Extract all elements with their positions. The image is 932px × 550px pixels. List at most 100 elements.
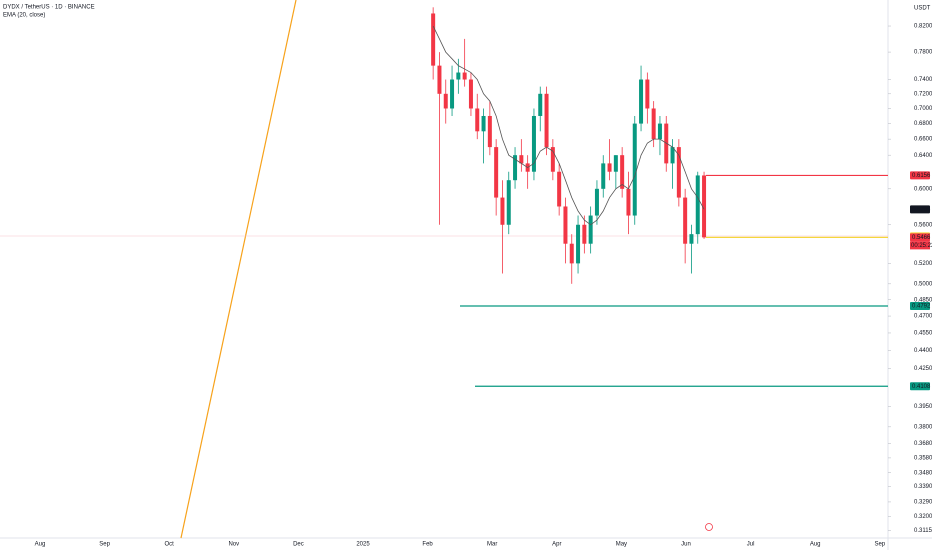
- candle-body: [513, 155, 518, 181]
- candle-body: [519, 155, 524, 164]
- price-label-bg: [910, 301, 930, 310]
- candle-body: [620, 155, 625, 189]
- candle-body: [550, 147, 555, 172]
- x-tick-label: Apr: [552, 542, 561, 548]
- candle-body: [632, 123, 637, 216]
- x-tick-label: Sep: [99, 542, 110, 548]
- candle-body: [557, 171, 562, 207]
- x-tick-label: Dec: [293, 542, 304, 548]
- candle-body: [607, 163, 612, 172]
- candle-body: [695, 175, 700, 235]
- y-tick-label: 0.3290: [914, 500, 932, 506]
- candle-body: [531, 115, 536, 172]
- candle-body: [431, 13, 436, 66]
- y-tick-label: 0.3680: [914, 441, 932, 447]
- candle-body: [651, 108, 656, 140]
- y-tick-label: 0.7000: [914, 106, 932, 112]
- candle-body: [670, 147, 675, 164]
- y-tick-label: 0.8200: [914, 24, 932, 30]
- y-tick-label: 0.6000: [914, 186, 932, 192]
- y-tick-label: 0.3950: [914, 404, 932, 410]
- candle-body: [639, 79, 644, 124]
- y-tick-label: 0.3390: [914, 484, 932, 490]
- candle-body: [657, 123, 662, 140]
- trend-line-drawing: [180, 0, 297, 539]
- price-label: 0.4108: [912, 384, 931, 390]
- x-tick-label: Sep: [874, 542, 885, 548]
- event-icon[interactable]: [705, 523, 713, 531]
- y-tick-label: 0.7200: [914, 91, 932, 97]
- candle-body: [594, 188, 599, 216]
- x-tick-label: Jul: [747, 542, 755, 548]
- y-tick-label: 0.7400: [914, 77, 932, 83]
- y-tick-label: 0.3580: [914, 455, 932, 461]
- candle-body: [683, 197, 688, 244]
- candle-body: [456, 72, 461, 80]
- candle-body: [576, 224, 581, 264]
- candle-body: [487, 115, 492, 148]
- candle-body: [544, 93, 549, 148]
- candle-body: [538, 93, 543, 116]
- candle-body: [500, 197, 505, 225]
- x-tick-label: Nov: [228, 542, 239, 548]
- candle-body: [588, 215, 593, 244]
- y-tick-label: 0.3115: [914, 528, 932, 534]
- price-label: 0.6156: [912, 173, 931, 179]
- candle-body: [676, 147, 681, 198]
- price-label: 0.5768: [912, 207, 931, 213]
- candle-body: [450, 79, 455, 109]
- candle-body: [626, 188, 631, 216]
- y-tick-label: 0.6400: [914, 153, 932, 159]
- x-tick-label: Feb: [422, 542, 433, 548]
- x-tick-label: Oct: [165, 542, 175, 548]
- y-tick-label: 0.5600: [914, 222, 932, 228]
- y-tick-label: 0.4550: [914, 331, 932, 337]
- x-tick-label: 2025: [356, 542, 370, 548]
- y-tick-label: 0.4400: [914, 348, 932, 354]
- candle-body: [443, 93, 448, 109]
- candle-body: [613, 155, 618, 172]
- y-tick-label: 0.4700: [914, 314, 932, 320]
- candle-body: [582, 224, 587, 244]
- price-label-bg: [910, 171, 930, 180]
- y-tick-label: 0.4250: [914, 366, 932, 372]
- candle-body: [689, 234, 694, 244]
- countdown-bg: [910, 241, 930, 250]
- countdown: 00:25:22: [911, 243, 932, 249]
- price-label-bg: [910, 205, 930, 214]
- y-tick-label: 0.6600: [914, 137, 932, 143]
- ema-line: [432, 25, 705, 226]
- candle-body: [494, 147, 499, 198]
- candle-body: [563, 206, 568, 244]
- price-label-bg: [910, 233, 930, 242]
- price-label-bg: [910, 382, 930, 391]
- candle-body: [601, 163, 606, 189]
- candle-body: [468, 79, 473, 109]
- candle-body: [437, 65, 442, 94]
- x-tick-label: Aug: [810, 542, 821, 548]
- candle-body: [462, 72, 467, 80]
- candle-body: [702, 175, 707, 238]
- x-tick-label: Mar: [487, 542, 497, 548]
- candle-body: [645, 79, 650, 109]
- y-tick-label: 0.3480: [914, 470, 932, 476]
- candle-body: [569, 243, 574, 264]
- y-tick-label: 0.3200: [914, 514, 932, 520]
- symbol-title: DYDX / TetherUS · 1D · BINANCE: [3, 5, 95, 11]
- axis-unit: USDT: [914, 6, 931, 12]
- price-label: 0.5466: [912, 235, 931, 241]
- x-tick-label: Aug: [35, 542, 46, 548]
- candle-body: [481, 115, 486, 132]
- y-tick-label: 0.5000: [914, 281, 932, 287]
- price-label: 0.4792: [912, 304, 931, 310]
- candle-body: [475, 108, 480, 132]
- y-tick-label: 0.5200: [914, 261, 932, 267]
- candle-body: [506, 180, 511, 225]
- y-tick-label: 0.7800: [914, 50, 932, 56]
- y-tick-label: 0.4850: [914, 297, 932, 303]
- x-tick-label: May: [616, 542, 627, 548]
- y-tick-label: 0.3800: [914, 424, 932, 430]
- indicator-label: EMA (20, close): [3, 13, 45, 19]
